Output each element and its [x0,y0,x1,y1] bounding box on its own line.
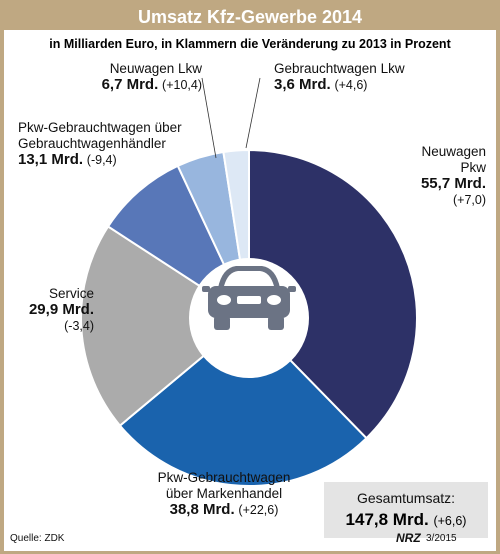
pie-slice-2 [80,225,251,427]
pie-slice-1 [118,316,368,487]
slice-change: (+4,6) [334,78,368,92]
slice-name-2: über Markenhandel [165,486,283,501]
publication-date: 3/2015 [426,533,457,544]
chart-subtitle: in Milliarden Euro, in Klammern die Verä… [49,37,451,51]
slice-change: (+22,6) [238,503,279,517]
source-note: Quelle: ZDK [10,533,65,544]
slice-name: Pkw-Gebrauchtwagen [157,470,291,485]
slice-label-neuwagen-lkw: Neuwagen Lkw 6,7 Mrd. (+10,4) [64,61,202,93]
slice-value: 13,1 Mrd. [18,151,84,168]
car-icon [202,266,296,330]
slice-name: Gebrauchtwagen Lkw [274,61,405,76]
slice-value: 6,7 Mrd. [101,76,159,93]
chart-panel: in Milliarden Euro, in Klammern die Verä… [4,30,496,551]
slice-value: 38,8 Mrd. [169,501,235,518]
slice-label-gebrauchtwagen-lkw: Gebrauchtwagen Lkw 3,6 Mrd. (+4,6) [274,61,474,93]
leader-line-neuwagen-lkw [201,77,217,159]
slice-change: (-9,4) [86,153,117,167]
slice-name: Service [48,286,94,301]
total-value: 147,8 Mrd. [345,510,429,529]
total-change: (+6,6) [433,514,467,528]
slice-label-service: Service 29,9 Mrd. (-3,4) [10,286,94,334]
slice-label-gebrauchtwagenhaendler: Pkw-Gebrauchtwagen über Gebrauchtwagenhä… [18,120,218,168]
total-label: Gesamtumsatz: [356,490,456,506]
pie-slice-0 [248,148,418,440]
slice-name: Pkw-Gebrauchtwagen über [18,120,182,135]
slice-change: (-3,4) [64,319,94,333]
publisher-logo: NRZ [396,531,421,545]
leader-line-gebrauchtwagen-lkw [245,77,261,149]
slice-name-2: Gebrauchtwagenhändler [18,136,166,151]
slice-value: 3,6 Mrd. [274,76,331,93]
slice-value: 55,7 Mrd. [420,175,486,192]
slice-name: Neuwagen [421,144,486,159]
slice-name-2: Pkw [460,160,486,175]
chart-title: Umsatz Kfz-Gewerbe 2014 [137,7,363,27]
slice-label-neuwagen-pkw: Neuwagen Pkw 55,7 Mrd. (+7,0) [376,144,486,208]
slice-name: Neuwagen Lkw [109,61,202,76]
slice-change: (+7,0) [452,193,486,207]
pie-chart [80,77,418,487]
total-box: Gesamtumsatz: 147,8 Mrd. (+6,6) [324,482,488,538]
slice-change: (+10,4) [162,78,202,92]
slice-value: 29,9 Mrd. [28,301,94,318]
slice-label-markenhandel: Pkw-Gebrauchtwagen über Markenhandel 38,… [124,470,324,518]
